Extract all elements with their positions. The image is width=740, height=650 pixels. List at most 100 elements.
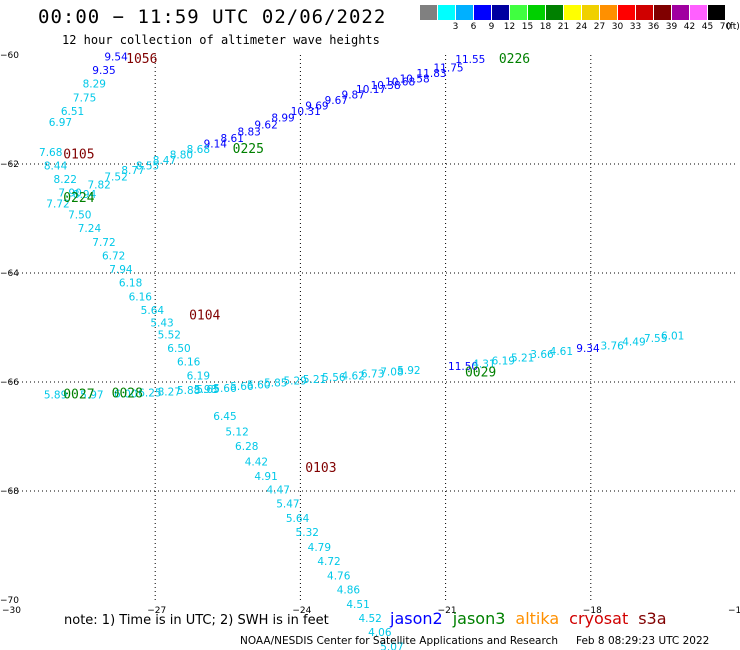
- swh-value: 6.28: [235, 441, 258, 453]
- swh-value: 8.44: [44, 160, 68, 172]
- lat-lon-grid: [10, 55, 736, 600]
- swh-value: 5.29: [283, 376, 306, 388]
- scale-unit: (ft): [726, 22, 740, 32]
- axis-labels: −30 −27 −24 −21 −18 −15 −60 −62 −64 −66 −68 −70: [0, 51, 740, 616]
- page-subtitle: 12 hour collection of altimeter wave hei…: [62, 33, 380, 47]
- swh-value: 10.31: [291, 106, 321, 118]
- swh-value: 10.58: [400, 73, 430, 85]
- swh-value: 5.21: [511, 352, 534, 364]
- swh-value: 9.67: [325, 95, 348, 107]
- swh-value: 9.54: [104, 51, 128, 63]
- scale-label: 42: [683, 22, 696, 32]
- swh-value: 6.45: [213, 411, 236, 423]
- swh-value: 6.25: [138, 388, 161, 400]
- swh-value: 7.50: [68, 210, 91, 222]
- credit-line: NOAA/NESDIS Center for Satellite Applica…: [240, 635, 727, 647]
- swh-value: 5.89: [44, 389, 67, 401]
- scale-label: 15: [521, 22, 534, 32]
- scale-swatch: [528, 5, 545, 20]
- scale-label: 12: [503, 22, 516, 32]
- lon-tick-label: −15: [728, 606, 740, 616]
- swh-value: 8.80: [170, 150, 193, 162]
- pass-time-label: 0029: [465, 366, 496, 381]
- satellite-legend-item: s3a: [638, 609, 667, 628]
- swh-value: 8.55: [136, 160, 159, 172]
- credit-text: NOAA/NESDIS Center for Satellite Applica…: [240, 635, 558, 647]
- swh-value: 7.75: [73, 92, 96, 104]
- swh-value: 4.42: [245, 456, 268, 468]
- swh-value: 4.91: [254, 471, 277, 483]
- swh-value: 5.43: [150, 317, 173, 329]
- swh-value: 7.72: [46, 199, 69, 211]
- lon-tick-label: −30: [2, 606, 21, 616]
- scale-label: 27: [593, 22, 606, 32]
- lon-tick-label: −21: [438, 606, 457, 616]
- swh-value: 8.22: [54, 174, 77, 186]
- altimeter-tracks: 9.54 9.35 8.297.75 6.516.97 7.688.44 8.22 7.90…: [39, 51, 684, 650]
- scale-swatch: [474, 5, 491, 20]
- swh-value: 6.72: [102, 250, 125, 262]
- scale-label: 21: [557, 22, 570, 32]
- swh-value: 5.32: [296, 527, 319, 539]
- scale-swatch: [510, 5, 527, 20]
- lat-tick-label: −68: [0, 487, 19, 497]
- pass-time-label: 0103: [305, 461, 336, 476]
- swh-value: 5.07: [380, 642, 403, 650]
- swh-value: 7.72: [92, 237, 115, 249]
- scale-swatch: [546, 5, 563, 20]
- pass-time-label: 0226: [499, 52, 530, 67]
- scale-label: 45: [701, 22, 714, 32]
- lon-tick-label: −18: [583, 606, 602, 616]
- scale-swatch: [564, 5, 581, 20]
- scale-swatch: [672, 5, 689, 20]
- swh-value: 10.17: [356, 84, 386, 96]
- swh-value: 4.86: [337, 584, 361, 596]
- scale-swatch: [654, 5, 671, 20]
- swh-value: 4.62: [342, 370, 365, 382]
- swh-value: 11.55: [455, 54, 485, 66]
- swh-value: 5.88: [177, 385, 200, 397]
- swh-value: 4.47: [267, 485, 290, 497]
- scale-swatch: [708, 5, 725, 20]
- swh-value: 5.66: [230, 381, 254, 393]
- scale-label: 33: [629, 22, 642, 32]
- scale-label: 3: [452, 22, 459, 32]
- scale-label: 6: [470, 22, 477, 32]
- satellite-legend-item: jason2: [390, 609, 443, 628]
- swh-value: 7.68: [39, 147, 62, 159]
- timestamp-text: Feb 8 08:29:23 UTC 2022: [576, 635, 710, 647]
- swh-value: 7.08: [380, 366, 403, 378]
- pass-time-label: 0105: [63, 148, 94, 163]
- swh-value: 8.83: [237, 127, 260, 139]
- swh-value: 9.14: [204, 139, 228, 151]
- swh-value: 5.64: [141, 305, 165, 317]
- pass-time-label: 0104: [189, 308, 220, 323]
- lon-tick-label: −27: [147, 606, 166, 616]
- satellite-legend: jason2 jason3 altika cryosat s3a: [390, 609, 677, 628]
- scale-label: 18: [539, 22, 552, 32]
- swh-value: 6.18: [119, 278, 142, 290]
- lat-tick-label: −70: [0, 596, 19, 606]
- swh-value: 4.49: [622, 336, 645, 348]
- lon-tick-label: −24: [292, 606, 311, 616]
- swh-value: 4.76: [327, 570, 351, 582]
- swh-value: 4.79: [308, 542, 331, 554]
- lat-tick-label: −64: [0, 269, 19, 279]
- swh-value: 8.27: [158, 387, 181, 399]
- swh-value: 7.90: [58, 188, 81, 200]
- lat-tick-label: −66: [0, 378, 19, 388]
- swh-value: 5.12: [225, 426, 248, 438]
- lat-tick-label: −60: [0, 51, 19, 61]
- satellite-legend-item: cryosat: [569, 609, 629, 628]
- swh-value: 7.82: [87, 180, 110, 192]
- swh-value: 5.92: [397, 365, 420, 377]
- scale-swatch: [420, 5, 437, 20]
- scale-swatch: [690, 5, 707, 20]
- swh-value: 6.19: [187, 370, 210, 382]
- swh-value: 8.29: [83, 79, 106, 91]
- swh-value: 8.77: [121, 165, 144, 177]
- swh-value: 6.50: [167, 343, 190, 355]
- swh-value: 6.16: [129, 291, 153, 303]
- scale-label: 9: [488, 22, 495, 32]
